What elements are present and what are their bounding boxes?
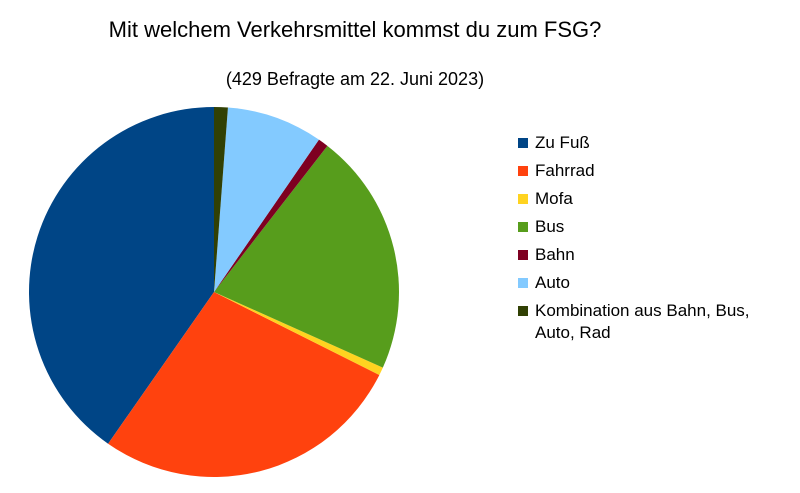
legend-swatch: [518, 250, 528, 260]
legend-item: Zu Fuß: [518, 132, 788, 154]
pie-slice: [214, 107, 319, 292]
legend-swatch: [518, 138, 528, 148]
legend-label: Bahn: [535, 245, 575, 264]
pie-slice: [29, 107, 215, 444]
legend-label: Bus: [535, 217, 565, 236]
legend: Zu Fuß Fahrrad Mofa Bus Bahn Auto Kombination …: [518, 132, 788, 350]
pie-slice: [214, 107, 228, 292]
legend-label: Mofa: [535, 189, 573, 208]
chart-subtitle: (429 Befragte am 22. Juni 2023): [226, 69, 484, 89]
legend-item: Fahrrad: [518, 160, 788, 182]
legend-item: Bahn: [518, 244, 788, 266]
chart-title: Mit welchem Verkehrsmittel kommst du zum…: [109, 17, 602, 42]
legend-label: Fahrrad: [535, 161, 595, 180]
legend-swatch: [518, 222, 528, 232]
legend-swatch: [518, 306, 528, 316]
pie-slice: [214, 145, 399, 368]
legend-swatch: [518, 278, 528, 288]
legend-label: Auto: [535, 273, 570, 292]
legend-item: Kombination aus Bahn, Bus, Auto, Rad: [518, 300, 788, 344]
legend-label: Kombination aus Bahn, Bus, Auto, Rad: [535, 301, 750, 342]
legend-swatch: [518, 166, 528, 176]
legend-swatch: [518, 194, 528, 204]
legend-item: Auto: [518, 272, 788, 294]
pie-slice: [108, 292, 380, 478]
pie-slice: [214, 139, 328, 292]
legend-item: Bus: [518, 216, 788, 238]
legend-item: Mofa: [518, 188, 788, 210]
pie-slice: [214, 292, 383, 375]
legend-label: Zu Fuß: [535, 133, 590, 152]
